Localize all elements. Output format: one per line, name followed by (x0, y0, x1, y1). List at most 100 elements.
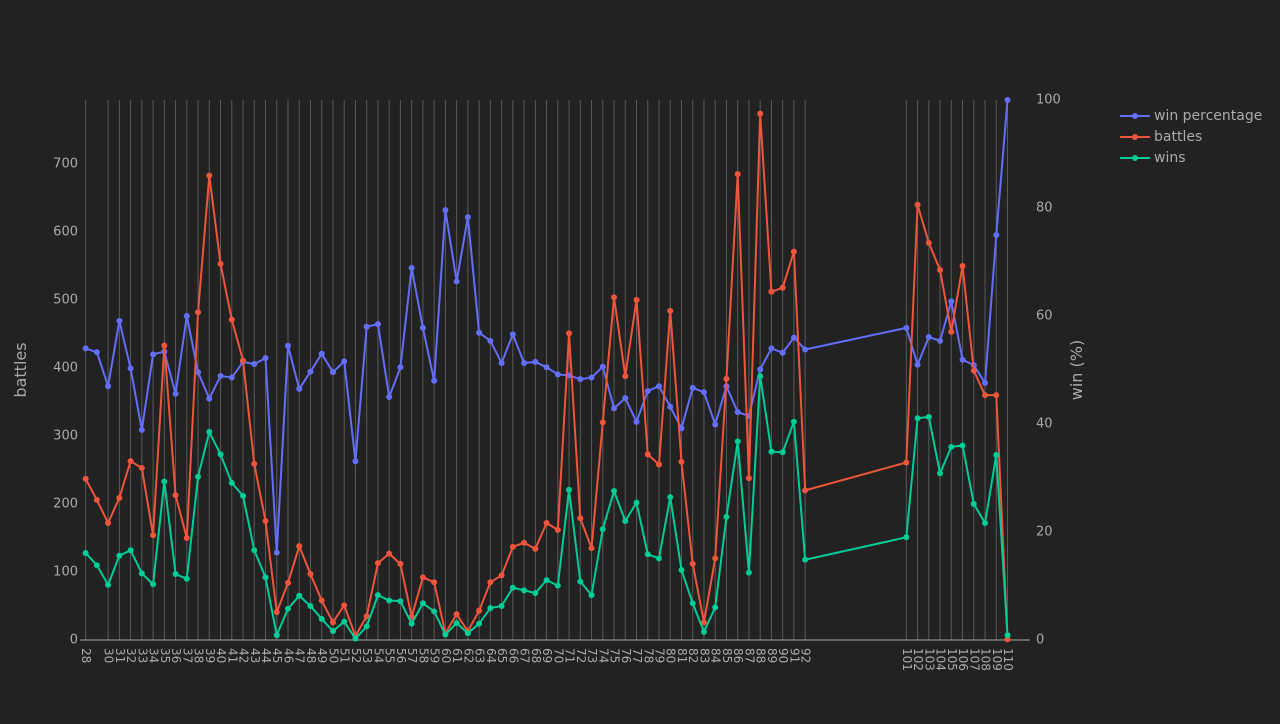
data-point-battles (622, 373, 629, 380)
legend-swatch-marker (1132, 155, 1138, 161)
data-point-win-percentage (206, 395, 213, 402)
y-left-tick-label: 600 (53, 224, 78, 239)
data-point-win-percentage (217, 372, 224, 379)
data-point-battles (408, 613, 415, 620)
data-point-battles (802, 487, 809, 494)
data-point-win-percentage (273, 549, 280, 556)
data-point-win-percentage (712, 421, 719, 428)
data-point-win-percentage (790, 334, 797, 341)
x-tick-label: 90 (776, 648, 790, 663)
data-point-battles (678, 458, 685, 465)
x-tick-label: 106 (956, 648, 970, 671)
data-point-wins (622, 517, 629, 524)
data-point-win-percentage (352, 458, 359, 465)
x-tick-label: 44 (259, 648, 273, 663)
y-left-tick-label: 400 (53, 360, 78, 375)
data-point-battles (577, 515, 584, 522)
data-point-battles (341, 602, 348, 609)
data-point-battles (307, 571, 314, 578)
x-tick-label: 40 (214, 648, 228, 663)
data-point-wins (599, 526, 606, 533)
data-point-win-percentage (611, 405, 618, 412)
data-point-wins (734, 438, 741, 445)
data-point-win-percentage (150, 351, 157, 358)
legend-label: wins (1154, 150, 1186, 166)
data-point-battles (386, 550, 393, 557)
data-point-win-percentage (768, 345, 775, 352)
data-point-battles (116, 494, 123, 501)
x-tick-label: 43 (248, 648, 262, 663)
y-left-tick-label: 700 (53, 156, 78, 171)
x-tick-label: 55 (383, 648, 397, 663)
x-tick-label: 35 (158, 648, 172, 663)
data-point-win-percentage (588, 374, 595, 381)
data-point-battles (993, 392, 1000, 399)
data-point-win-percentage (127, 365, 134, 372)
data-point-battles (251, 460, 258, 467)
x-tick-label: 75 (608, 648, 622, 663)
x-tick-label: 81 (675, 648, 689, 663)
data-point-battles (959, 262, 966, 269)
data-point-win-percentage (329, 369, 336, 376)
x-tick-label: 50 (326, 648, 340, 663)
data-point-battles (397, 560, 404, 567)
x-tick-label: 63 (473, 648, 487, 663)
data-point-wins (678, 566, 685, 573)
data-point-wins (543, 577, 550, 584)
data-point-battles (532, 545, 539, 552)
data-point-wins (363, 623, 370, 630)
x-tick-label: 77 (630, 648, 644, 663)
x-tick-label: 36 (169, 648, 183, 663)
data-point-win-percentage (363, 323, 370, 330)
y-right-tick-label: 20 (1036, 525, 1053, 540)
data-point-wins (442, 631, 449, 638)
data-point-win-percentage (577, 376, 584, 383)
data-point-wins (937, 470, 944, 477)
data-point-battles (644, 451, 651, 458)
data-point-win-percentage (82, 345, 89, 352)
data-point-battles (588, 545, 595, 552)
data-point-battles (431, 579, 438, 586)
data-point-wins (240, 492, 247, 499)
data-point-battles (206, 172, 213, 179)
y-left-tick-label: 200 (53, 496, 78, 511)
data-point-wins (667, 494, 674, 501)
data-point-win-percentage (532, 358, 539, 365)
data-point-wins (172, 571, 179, 578)
data-point-wins (532, 590, 539, 597)
data-point-wins (127, 547, 134, 554)
data-point-wins (948, 443, 955, 450)
legend-swatch-marker (1132, 134, 1138, 140)
legend-swatch-marker (1132, 113, 1138, 119)
legend: win percentage battles wins (1120, 108, 1262, 166)
data-point-wins (498, 602, 505, 609)
x-tick-label: 37 (180, 648, 194, 663)
data-point-wins (352, 635, 359, 642)
data-point-wins (577, 578, 584, 585)
data-point-battles (329, 619, 336, 626)
data-point-battles (712, 555, 719, 562)
data-point-win-percentage (734, 409, 741, 416)
data-point-win-percentage (757, 366, 764, 373)
x-tick-label: 102 (911, 648, 925, 671)
data-point-win-percentage (105, 383, 112, 390)
data-point-wins (138, 570, 145, 577)
data-point-win-percentage (599, 363, 606, 370)
data-point-wins (150, 581, 157, 588)
data-point-battles (240, 357, 247, 364)
data-point-win-percentage (633, 418, 640, 425)
data-point-win-percentage (296, 385, 303, 392)
x-tick-label: 33 (135, 648, 149, 663)
data-point-battles (363, 613, 370, 620)
x-tick-label: 71 (563, 648, 577, 663)
data-point-battles (262, 517, 269, 524)
data-point-battles (768, 288, 775, 295)
data-point-wins (105, 581, 112, 588)
data-point-wins (768, 448, 775, 455)
data-point-wins (993, 452, 1000, 459)
data-point-battles (633, 296, 640, 303)
x-tick-label: 74 (596, 648, 610, 663)
data-point-win-percentage (959, 356, 966, 363)
data-point-battles (689, 560, 696, 567)
